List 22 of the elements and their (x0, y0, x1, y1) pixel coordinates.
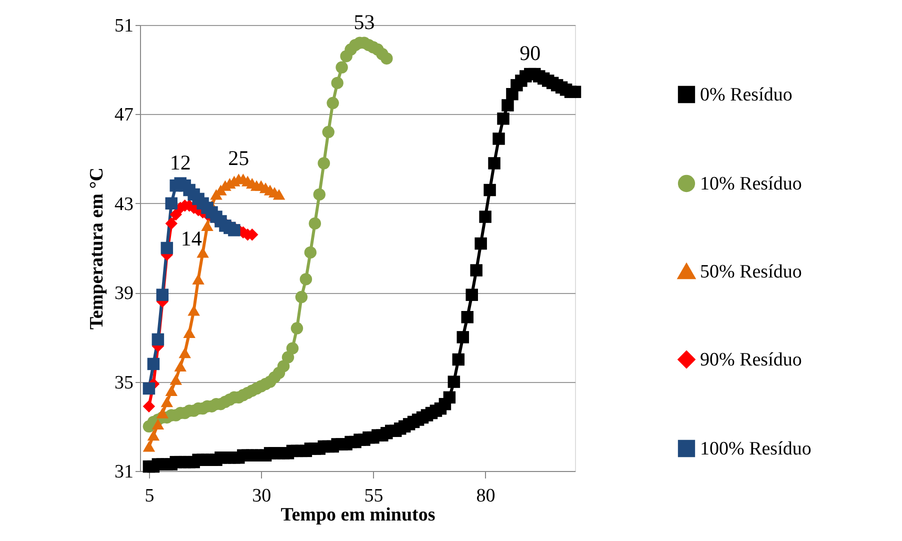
y-tick-label: 43 (114, 194, 134, 215)
legend-label: 10% Resíduo (700, 174, 802, 194)
y-tick-label: 39 (114, 283, 134, 304)
y-tick-label: 31 (114, 462, 134, 482)
x-axis-title: Tempo em minutos (280, 504, 436, 526)
x-tick-label: 55 (364, 486, 384, 506)
y-tick-label: 35 (114, 372, 134, 394)
annotation: 25 (228, 146, 250, 170)
y-tick-label: 47 (114, 104, 134, 126)
x-tick-label: 30 (252, 486, 272, 506)
y-axis-title: Temperatura em °C (86, 167, 108, 330)
annotation: 53 (354, 10, 375, 34)
legend-label: 90% Resíduo (700, 350, 802, 370)
x-tick-label: 80 (476, 486, 496, 506)
annotation: 90 (520, 41, 541, 66)
legend-label: 50% Resíduo (700, 262, 802, 282)
legend-label: 100% Resíduo (700, 438, 812, 460)
legend-label: 0% Resíduo (700, 84, 792, 106)
annotation: 12 (170, 150, 191, 174)
annotation: 14 (180, 226, 202, 251)
x-tick-label: 5 (144, 486, 154, 506)
y-tick-label: 51 (114, 16, 134, 36)
